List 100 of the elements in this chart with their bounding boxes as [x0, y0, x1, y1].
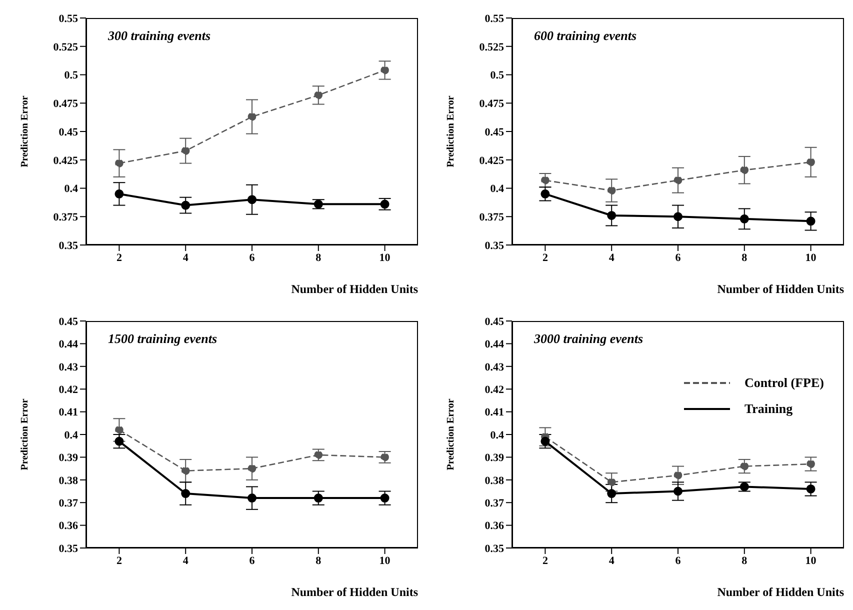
point [314, 91, 323, 100]
point [607, 478, 616, 486]
y-tick-label: 0.375 [479, 212, 504, 224]
y-tick-label: 0.36 [58, 520, 78, 532]
x-tick-label: 10 [379, 252, 391, 264]
y-tick-label: 0.4 [490, 183, 504, 196]
point [674, 486, 682, 496]
point [540, 189, 550, 198]
point [181, 489, 190, 498]
x-tick-label: 10 [379, 554, 391, 567]
text: 1500 training events [108, 331, 218, 347]
y-tick-label: 0.425 [479, 154, 504, 167]
y-tick-label: 0.45 [484, 126, 504, 138]
point [674, 212, 682, 222]
point [541, 176, 550, 184]
point [607, 210, 616, 220]
y-tick-label: 0.4 [64, 429, 78, 442]
x-tick-label: 4 [182, 252, 189, 264]
y-tick-label: 0.475 [53, 98, 78, 110]
y-tick-label: 0.43 [484, 361, 504, 374]
x-tick-label: 2 [542, 554, 548, 567]
point [314, 450, 323, 460]
y-tick-label: 0.5 [490, 70, 504, 82]
point [740, 462, 749, 470]
text: 300 training events [108, 28, 211, 44]
x-tick-label: 10 [805, 252, 817, 264]
point [540, 436, 550, 446]
y-tick-label: 0.45 [58, 126, 78, 138]
y-tick-label: 0.35 [484, 542, 504, 555]
y-tick-label: 0.475 [479, 98, 504, 110]
point [248, 494, 256, 503]
x-tick-label: 4 [182, 554, 189, 567]
x-tick-label: 10 [805, 554, 817, 567]
y-tick-label: 0.4 [490, 429, 504, 442]
x-tick-label: 6 [675, 554, 682, 567]
y-tick-label: 0.44 [58, 338, 78, 351]
point [674, 176, 682, 184]
y-tick-label: 0.525 [53, 41, 78, 54]
y-tick-label: 0.35 [58, 542, 78, 555]
x-tick-label: 6 [675, 252, 682, 264]
y-axis-title: Prediction Error [20, 95, 31, 168]
y-tick-label: 0.42 [58, 384, 78, 396]
y-axis-title: Prediction Error [446, 398, 457, 470]
y-tick-label: 0.37 [58, 498, 78, 510]
y-tick-label: 0.43 [58, 361, 78, 374]
point [806, 158, 815, 166]
point [806, 484, 816, 494]
y-tick-label: 0.39 [484, 452, 504, 464]
y-tick-label: 0.4 [64, 183, 78, 196]
point [806, 216, 816, 226]
y-tick-label: 0.45 [58, 316, 78, 328]
y-tick-label: 0.45 [484, 316, 504, 328]
x-tick-label: 6 [249, 252, 256, 264]
y-tick-label: 0.425 [53, 154, 78, 167]
y-tick-label: 0.375 [53, 212, 78, 224]
point [115, 426, 124, 434]
y-tick-label: 0.55 [484, 12, 504, 25]
y-axis-title: Prediction Error [446, 95, 457, 168]
point [740, 166, 749, 174]
y-tick-label: 0.41 [484, 406, 504, 419]
point [314, 494, 323, 503]
point [181, 466, 190, 475]
point [181, 200, 190, 210]
y-tick-label: 0.525 [479, 41, 504, 54]
y-tick-label: 0.37 [484, 498, 504, 510]
legend-label: Control (FPE) [744, 374, 824, 390]
point [181, 146, 190, 155]
point [248, 195, 256, 204]
x-tick-label: 2 [116, 252, 122, 264]
x-axis-title: Number of Hidden Units [717, 585, 844, 599]
y-tick-label: 0.36 [484, 520, 504, 532]
point [114, 189, 124, 198]
y-tick-label: 0.41 [58, 406, 78, 419]
x-tick-label: 2 [542, 252, 548, 264]
point [740, 214, 749, 224]
point [607, 186, 616, 195]
text: 600 training events [534, 28, 637, 44]
point [380, 494, 390, 503]
x-tick-label: 8 [316, 252, 322, 264]
legend-label: Training [744, 400, 793, 416]
point [380, 453, 389, 462]
y-tick-label: 0.55 [58, 12, 78, 25]
x-tick-label: 4 [608, 252, 615, 264]
x-tick-label: 2 [116, 554, 122, 567]
point [674, 471, 682, 480]
point [248, 112, 256, 121]
y-tick-label: 0.35 [58, 240, 78, 252]
x-tick-label: 4 [608, 554, 615, 567]
point [380, 66, 389, 74]
x-axis-title: Number of Hidden Units [291, 585, 418, 599]
y-tick-label: 0.44 [484, 338, 504, 351]
y-axis-title: Prediction Error [20, 398, 31, 470]
x-axis-title: Number of Hidden Units [291, 282, 418, 296]
point [115, 159, 124, 168]
x-tick-label: 8 [742, 554, 748, 567]
x-axis-title: Number of Hidden Units [717, 282, 844, 296]
point [248, 464, 256, 473]
y-tick-label: 0.38 [484, 474, 504, 487]
point [114, 436, 124, 446]
y-tick-label: 0.35 [484, 240, 504, 252]
